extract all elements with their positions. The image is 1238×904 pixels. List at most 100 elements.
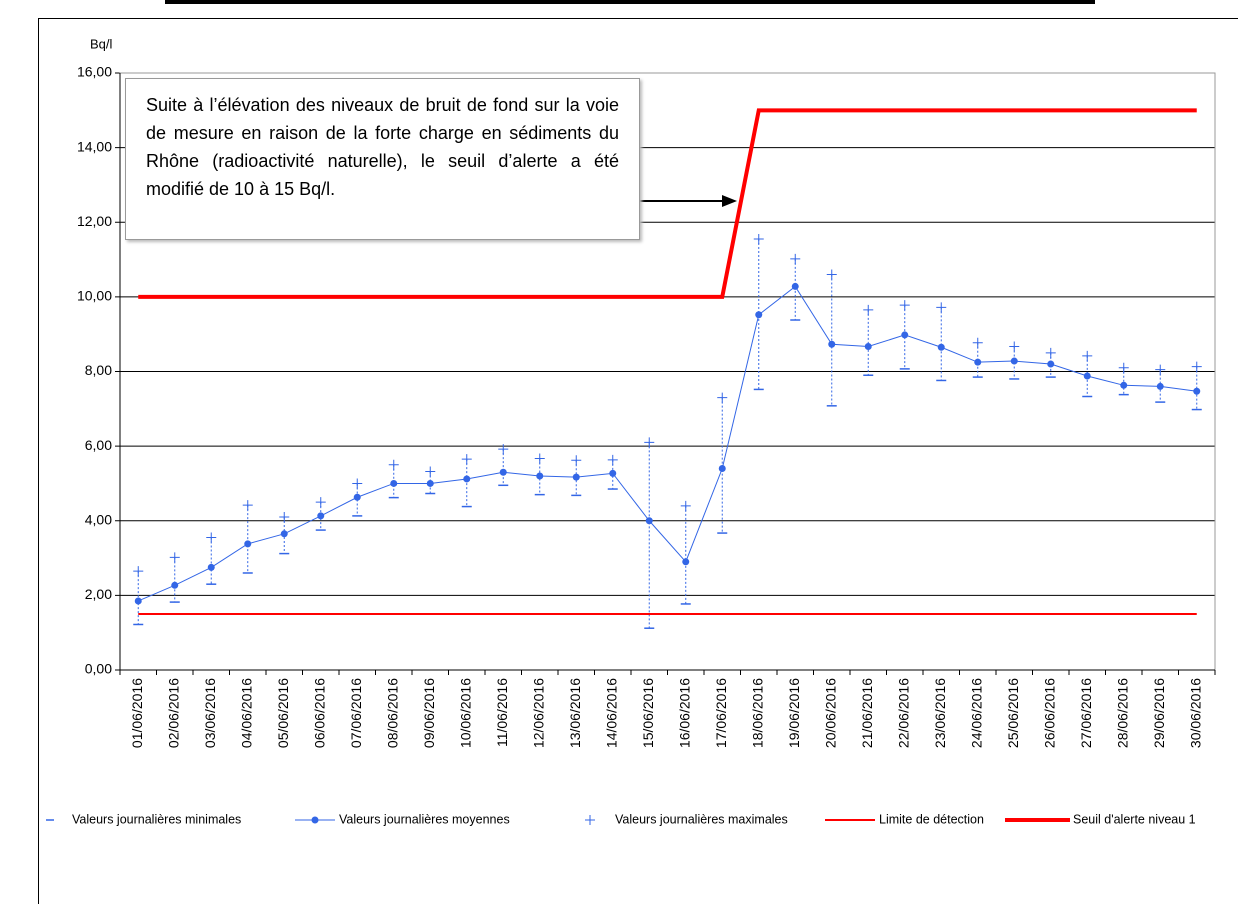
y-tick-label: 4,00 <box>85 511 112 527</box>
mean-point <box>463 475 471 483</box>
series-line <box>138 285 1197 602</box>
max-marker <box>571 455 582 466</box>
max-marker <box>607 454 618 465</box>
max-marker <box>461 454 472 465</box>
legend-swatch <box>311 816 319 824</box>
x-tick-label: 11/06/2016 <box>494 678 510 747</box>
max-marker <box>753 234 764 245</box>
max-marker <box>1045 347 1056 358</box>
y-tick-label: 10,00 <box>77 288 112 304</box>
x-tick-label: 22/06/2016 <box>895 678 911 748</box>
max-marker <box>534 453 545 464</box>
legend-label: Valeurs journalières minimales <box>72 812 241 826</box>
max-marker <box>717 392 728 403</box>
max-marker <box>242 500 253 511</box>
x-tick-label: 10/06/2016 <box>457 678 473 748</box>
x-tick-label: 04/06/2016 <box>238 678 254 748</box>
max-marker <box>498 444 509 455</box>
y-tick-label: 14,00 <box>77 138 112 154</box>
mean-point <box>1156 382 1164 390</box>
mean-point <box>791 282 799 290</box>
mean-point <box>828 340 836 348</box>
x-tick-label: 01/06/2016 <box>129 678 145 748</box>
mean-point <box>937 343 945 351</box>
legend-label: Limite de détection <box>879 812 984 826</box>
y-tick-label: 8,00 <box>85 362 112 378</box>
mean-point <box>572 473 580 481</box>
x-tick-label: 08/06/2016 <box>384 678 400 748</box>
x-tick-label: 27/06/2016 <box>1078 678 1094 748</box>
max-marker <box>1009 341 1020 352</box>
mean-point <box>244 540 252 548</box>
mean-point <box>536 472 544 480</box>
x-tick-label: 17/06/2016 <box>713 678 729 748</box>
series-line <box>138 108 1197 299</box>
max-marker <box>826 269 837 280</box>
x-tick-label: 09/06/2016 <box>421 678 437 748</box>
max-marker <box>680 500 691 511</box>
x-tick-label: 23/06/2016 <box>932 678 948 748</box>
x-tick-label: 03/06/2016 <box>202 678 218 748</box>
max-marker <box>133 566 144 577</box>
max-marker <box>279 512 290 523</box>
max-marker <box>1191 361 1202 372</box>
mean-point <box>171 581 179 589</box>
max-marker <box>1155 364 1166 375</box>
x-tick-label: 15/06/2016 <box>640 678 656 748</box>
max-marker <box>315 497 326 508</box>
mean-point <box>390 479 398 487</box>
y-tick-label: 16,00 <box>77 64 112 80</box>
mean-point <box>974 358 982 366</box>
mean-point <box>901 331 909 339</box>
max-marker <box>1082 350 1093 361</box>
x-tick-label: 12/06/2016 <box>530 678 546 748</box>
mean-point <box>426 479 434 487</box>
mean-point <box>317 512 325 520</box>
max-marker <box>425 466 436 477</box>
max-marker <box>863 304 874 315</box>
y-tick-label: 12,00 <box>77 213 112 229</box>
mean-point <box>134 597 142 605</box>
annotation-arrowhead <box>722 195 737 207</box>
legend-swatch <box>585 815 595 825</box>
y-tick-label: 0,00 <box>85 661 112 677</box>
mean-point <box>1193 387 1201 395</box>
x-tick-label: 18/06/2016 <box>749 678 765 748</box>
mean-point <box>1010 357 1018 365</box>
x-tick-label: 19/06/2016 <box>786 678 802 748</box>
max-marker <box>644 437 655 448</box>
max-marker <box>206 532 217 543</box>
legend-label: Valeurs journalières moyennes <box>339 812 510 826</box>
x-tick-label: 02/06/2016 <box>165 678 181 748</box>
mean-point <box>755 311 763 319</box>
max-marker <box>899 300 910 311</box>
legend-label: Valeurs journalières maximales <box>615 812 788 826</box>
mean-point <box>280 530 288 538</box>
mean-point <box>1047 360 1055 368</box>
x-tick-label: 24/06/2016 <box>968 678 984 748</box>
mean-point <box>353 493 361 501</box>
x-tick-label: 26/06/2016 <box>1041 678 1057 748</box>
mean-point <box>645 517 653 525</box>
mean-point <box>499 468 507 476</box>
mean-point <box>207 563 215 571</box>
mean-point <box>1083 372 1091 380</box>
top-bar <box>165 0 1095 4</box>
max-marker <box>790 253 801 264</box>
mean-point <box>718 465 726 473</box>
x-tick-label: 06/06/2016 <box>311 678 327 748</box>
x-tick-label: 16/06/2016 <box>676 678 692 748</box>
y-axis-label: Bq/l <box>90 36 113 51</box>
legend-item: Valeurs journalières moyennes <box>295 812 510 826</box>
x-tick-label: 21/06/2016 <box>859 678 875 748</box>
legend-item: Limite de détection <box>825 812 984 826</box>
max-marker <box>972 337 983 348</box>
legend-item: Valeurs journalières minimales <box>46 812 241 826</box>
max-marker <box>1118 362 1129 373</box>
legend-item: Seuil d'alerte niveau 1 <box>1005 812 1196 826</box>
y-tick-label: 6,00 <box>85 437 112 453</box>
x-tick-label: 25/06/2016 <box>1005 678 1021 748</box>
y-tick-label: 2,00 <box>85 586 112 602</box>
max-marker <box>169 552 180 563</box>
